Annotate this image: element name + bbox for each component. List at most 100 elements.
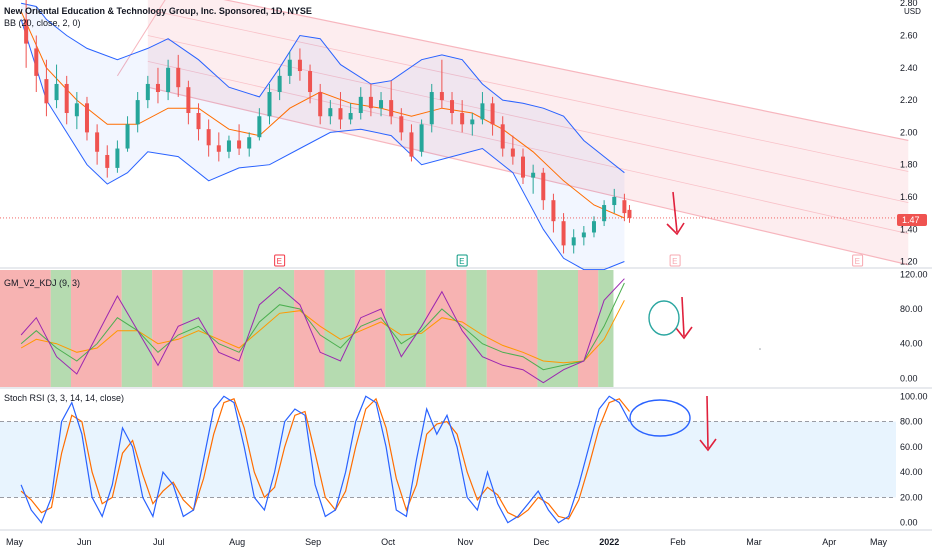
rsi-tick-label: 20.00	[900, 492, 923, 502]
candle-body	[105, 154, 110, 168]
earnings-marker-label: E	[459, 257, 464, 266]
candle-body	[389, 100, 394, 117]
kdj-zone	[182, 270, 213, 387]
candle-body	[622, 200, 627, 214]
kdj-title: GM_V2_KDJ (9, 3)	[4, 278, 80, 288]
kdj-tick-label: 0.00	[900, 373, 918, 383]
candle-body	[64, 83, 69, 114]
candle-body	[409, 132, 414, 157]
candle-body	[581, 232, 586, 238]
candle-body	[368, 96, 373, 109]
rsi-tick-label: 100.00	[900, 391, 928, 401]
rsi-k-line	[20, 395, 631, 524]
candle-body	[419, 124, 424, 152]
price-tick-label: 2.40	[900, 63, 918, 73]
kdj-zone	[577, 270, 599, 387]
candle-body	[450, 100, 455, 114]
candle-body	[115, 148, 120, 168]
candle-body	[521, 156, 525, 178]
bb-indicator-label: BB (20, close, 2, 0)	[4, 18, 81, 28]
price-tick-label: 2.20	[900, 95, 918, 105]
candle-body	[166, 67, 171, 93]
candle-body	[44, 79, 49, 104]
rsi-tick-label: 60.00	[900, 442, 923, 452]
price-tick-label: 2.60	[900, 31, 918, 41]
stoch-rsi-panel: 100.00 80.00 60.00 40.00 20.00 0.00	[0, 391, 928, 528]
time-axis: May Jun Jul Aug Sep Oct Nov Dec 2022 Feb Mar Apr May	[6, 537, 888, 547]
price-tick-label: 1.80	[900, 160, 918, 170]
candle-body	[571, 237, 576, 246]
earnings-marker	[274, 254, 286, 267]
kdj-zone	[50, 270, 71, 387]
candle-body	[24, 19, 29, 44]
stray-dot	[759, 348, 761, 350]
kdj-zone	[385, 270, 426, 387]
candle-body	[348, 113, 353, 120]
kdj-tick-label: 80.00	[900, 304, 923, 314]
earnings-marker	[456, 254, 468, 267]
earnings-marker-label: E	[855, 257, 860, 266]
kdj-zone	[486, 270, 538, 387]
time-tick-label: Dec	[533, 537, 550, 547]
channel-midline	[147, 9, 909, 172]
candle-body	[627, 209, 632, 218]
rsi-tick-label: 80.00	[900, 417, 923, 427]
channel-midline	[147, 35, 909, 204]
kdj-zone	[537, 270, 578, 387]
candle-body	[176, 67, 181, 88]
earnings-marker	[852, 254, 864, 267]
candle-body	[399, 116, 404, 133]
candle-body	[439, 92, 444, 101]
candle-body	[541, 172, 546, 201]
time-tick-label: 2022	[599, 537, 619, 547]
time-tick-label: Feb	[670, 537, 686, 547]
kdj-zone	[598, 270, 614, 387]
kdj-zone	[152, 270, 183, 387]
time-tick-label: Jul	[153, 537, 165, 547]
candle-body	[500, 124, 505, 149]
candle-body	[237, 140, 242, 149]
rsi-band-fill	[0, 421, 896, 498]
candle-body	[54, 83, 59, 101]
kdj-zone	[324, 270, 355, 387]
candle-body	[257, 116, 262, 138]
time-tick-label: Jun	[77, 537, 92, 547]
time-tick-label: Nov	[457, 537, 474, 547]
kdj-zone	[70, 270, 122, 387]
time-tick-label: Apr	[822, 537, 836, 547]
earnings-marker-label: E	[672, 257, 677, 266]
kdj-k-line	[20, 282, 625, 371]
bb-upper-line	[20, 2, 625, 174]
candle-body	[247, 137, 252, 149]
candle-body	[510, 148, 515, 157]
candle-body	[74, 103, 79, 117]
price-tick-label: 1.20	[900, 257, 918, 267]
candle-body	[287, 59, 292, 76]
channel-fill	[147, 0, 909, 265]
candle-body	[490, 103, 495, 125]
time-tick-label: Sep	[305, 537, 321, 547]
candle-body	[186, 87, 191, 114]
candle-body	[429, 92, 434, 125]
candle-body	[196, 113, 201, 130]
kdj-zone	[212, 270, 244, 387]
price-tick-label: 2.80	[900, 0, 918, 8]
kdj-zone	[243, 270, 295, 387]
candle-body	[277, 75, 282, 93]
candle-body	[602, 205, 607, 222]
rsi-tick-label: 0.00	[900, 518, 918, 528]
time-tick-label: Mar	[746, 537, 762, 547]
price-tick-label: 1.40	[900, 224, 918, 234]
candle-body	[531, 172, 536, 178]
kdj-panel: 120.00 80.00 40.00 0.00	[0, 269, 928, 387]
candle-body	[135, 100, 140, 125]
kdj-zone	[466, 270, 487, 387]
channel-anchor-line	[116, 0, 166, 77]
candle-body	[308, 71, 313, 93]
rsi-ellipse-annotation	[629, 399, 691, 437]
candle-body	[460, 113, 465, 125]
channel-boundary	[223, 0, 909, 142]
kdj-j-line	[20, 278, 625, 384]
time-tick-label: May	[870, 537, 888, 547]
